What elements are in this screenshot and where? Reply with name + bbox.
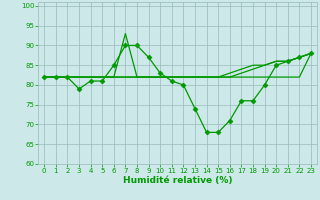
X-axis label: Humidité relative (%): Humidité relative (%) bbox=[123, 176, 232, 185]
